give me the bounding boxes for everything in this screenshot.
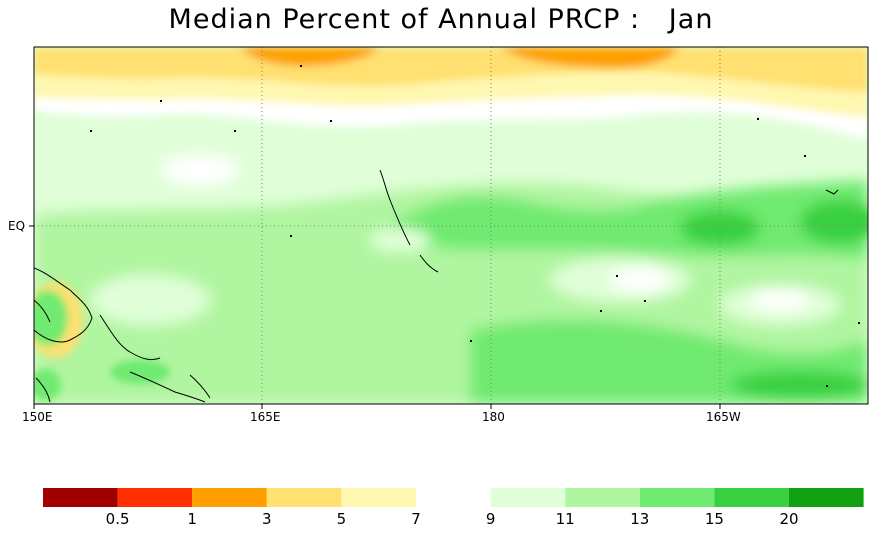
grid-lines (34, 47, 868, 404)
colorbar-bin-3 (266, 488, 342, 507)
colorbar-bin-7 (565, 488, 640, 507)
colorbar-label-2: 3 (262, 510, 272, 528)
x-tick-label-180: 180 (482, 410, 505, 424)
colorbar-bin-10 (789, 488, 864, 507)
colorbar-label-7: 13 (630, 510, 650, 528)
colorbar-bin-4 (341, 488, 416, 507)
colorbar-bin-6 (490, 488, 566, 507)
colorbar-label-0: 0.5 (105, 510, 130, 528)
colorbar-label-3: 5 (336, 510, 347, 528)
colorbar-bin-9 (714, 488, 789, 507)
islands (90, 65, 860, 387)
chart-title: Median Percent of Annual PRCP : Jan (168, 4, 714, 35)
coastlines (34, 169, 839, 403)
colorbar-label-9: 20 (779, 510, 799, 528)
x-tick-label-165e: 165E (250, 410, 281, 424)
x-tick-label-150e: 150E (22, 410, 53, 424)
y-tick-label-eq: EQ (8, 219, 25, 233)
colorbar-label-4: 7 (411, 510, 421, 528)
colorbar-label-5: 9 (485, 510, 496, 528)
colorbar-bin-1 (117, 488, 193, 507)
colorbar-bin-2 (192, 488, 267, 507)
colorbar-label-8: 15 (704, 510, 724, 528)
precip-field (34, 47, 868, 404)
x-tick-label-165w: 165W (706, 410, 741, 424)
colorbar-label-1: 1 (187, 510, 197, 528)
colorbar (43, 488, 864, 507)
colorbar-bin-0 (43, 488, 118, 507)
colorbar-label-6: 11 (555, 510, 575, 528)
colorbar-bin-8 (639, 488, 715, 507)
tick-marks (29, 225, 721, 409)
colorbar-bin-5 (416, 488, 491, 507)
